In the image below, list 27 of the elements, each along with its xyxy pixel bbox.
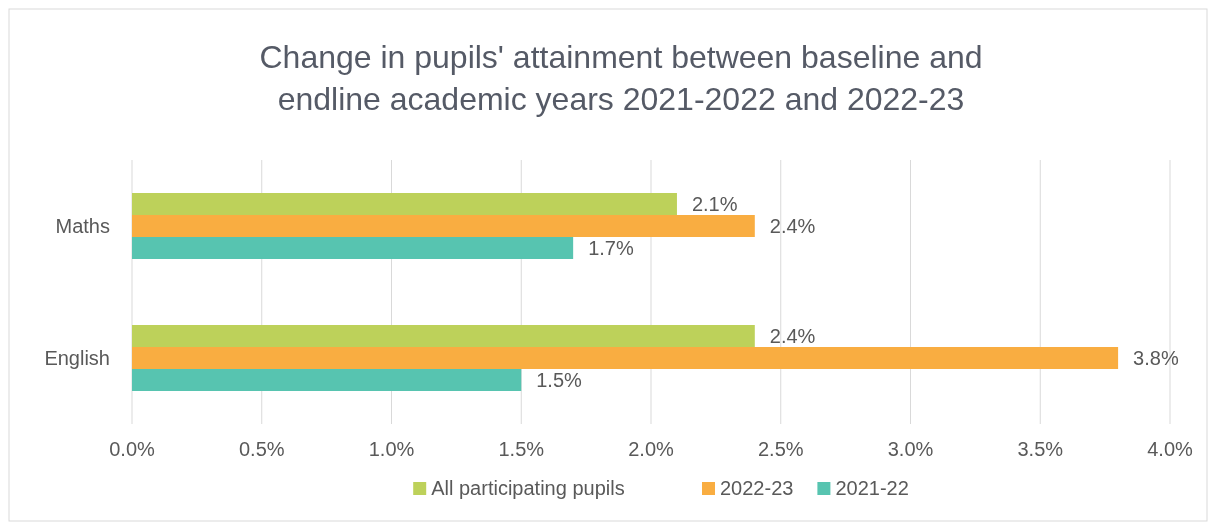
data-label: 2.4% [769,215,816,237]
x-tick-label: 1.5% [498,438,545,460]
x-tick-label: 1.0% [368,438,415,460]
data-label: 1.7% [588,237,634,259]
legend-label: 2021-22 [835,477,909,499]
legend-label: All participating pupils [431,477,625,499]
bar [132,325,755,347]
x-tick-label: 2.0% [628,438,675,460]
x-tick-label: 3.0% [887,438,934,460]
x-tick-label: 0.0% [109,438,156,460]
bar [132,237,574,259]
x-tick-label: 0.5% [238,438,285,460]
data-label: 3.8% [1133,347,1179,369]
data-label: 1.5% [536,369,583,391]
x-tick-label: 2.5% [757,438,804,460]
x-tick-label: 4.0% [1147,438,1194,460]
x-tick-label: 3.5% [1017,438,1064,460]
legend-label: 2022-23 [720,477,794,499]
bar [132,193,677,215]
chart-title: Change in pupils' attainment between baseline and endline academic years 2021-2022 and 2022-23 [259,39,983,117]
y-tick-label: English [44,347,110,369]
y-tick-label: Maths [55,215,110,237]
data-label: 2.1% [691,193,738,215]
bar [132,347,1119,369]
data-label: 2.4% [769,325,816,347]
bar [132,369,522,391]
bar [132,215,755,237]
